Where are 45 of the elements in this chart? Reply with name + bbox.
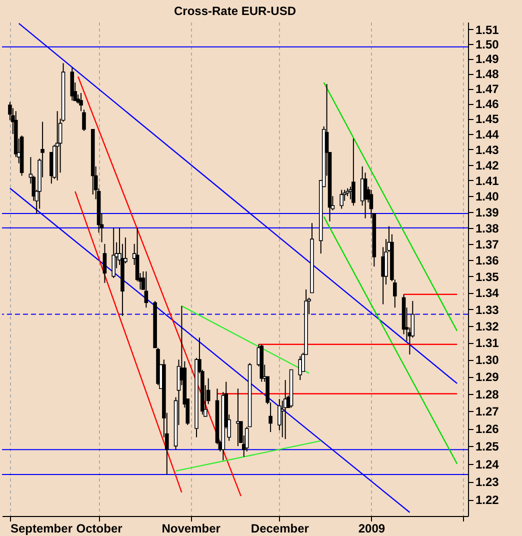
y-tick-label: 1.37	[476, 237, 500, 252]
y-tick-label: 1.38	[476, 221, 500, 236]
x-tick-label: October	[76, 522, 123, 536]
y-tick-label: 1.35	[476, 270, 500, 284]
x-tick-label: November	[162, 522, 221, 536]
candlestick	[82, 109, 86, 132]
y-tick-label: 1.33	[476, 302, 500, 317]
y-tick-label: 1.40	[476, 190, 500, 204]
y-tick-label: 1.42	[476, 158, 500, 172]
y-tick-label: 1.22	[476, 493, 500, 508]
y-tick-label: 1.30	[476, 353, 500, 368]
y-tick-label: 1.50	[476, 37, 500, 52]
candlestick	[340, 189, 344, 210]
candlestick	[352, 138, 356, 206]
y-tick-label: 1.44	[476, 127, 500, 142]
y-tick-label: 1.36	[476, 254, 500, 268]
candlestick	[144, 270, 148, 308]
y-tick-label: 1.26	[476, 422, 500, 436]
candlestick	[206, 378, 210, 405]
y-tick-label: 1.24	[476, 457, 500, 472]
y-tick-label: 1.31	[476, 336, 500, 350]
candlestick	[112, 227, 116, 278]
candlestick	[70, 67, 74, 102]
chart-title: Cross-Rate EUR-USD	[174, 4, 296, 18]
y-tick-label: 1.49	[476, 52, 500, 66]
x-tick-label: September	[10, 522, 73, 536]
x-tick-label: 2009	[358, 522, 386, 536]
y-tick-label: 1.29	[476, 370, 500, 384]
y-tick-label: 1.27	[476, 404, 500, 419]
y-tick-label: 1.47	[476, 82, 500, 96]
y-tick-label: 1.23	[476, 475, 500, 490]
y-tick-label: 1.46	[476, 97, 500, 112]
y-tick-label: 1.48	[476, 67, 500, 82]
y-tick-label: 1.34	[476, 286, 500, 300]
candlestick	[79, 92, 83, 112]
y-tick-label: 1.41	[476, 174, 500, 188]
y-tick-label: 1.39	[476, 205, 500, 220]
y-tick-label: 1.25	[476, 440, 500, 454]
y-tick-label: 1.43	[476, 142, 500, 157]
y-tick-label: 1.45	[476, 112, 500, 126]
x-tick-label: December	[250, 522, 310, 536]
y-tick-label: 1.32	[476, 319, 500, 334]
candlestick	[102, 243, 107, 284]
y-tick-label: 1.28	[476, 387, 500, 402]
y-tick-label: 1.51	[476, 22, 500, 37]
